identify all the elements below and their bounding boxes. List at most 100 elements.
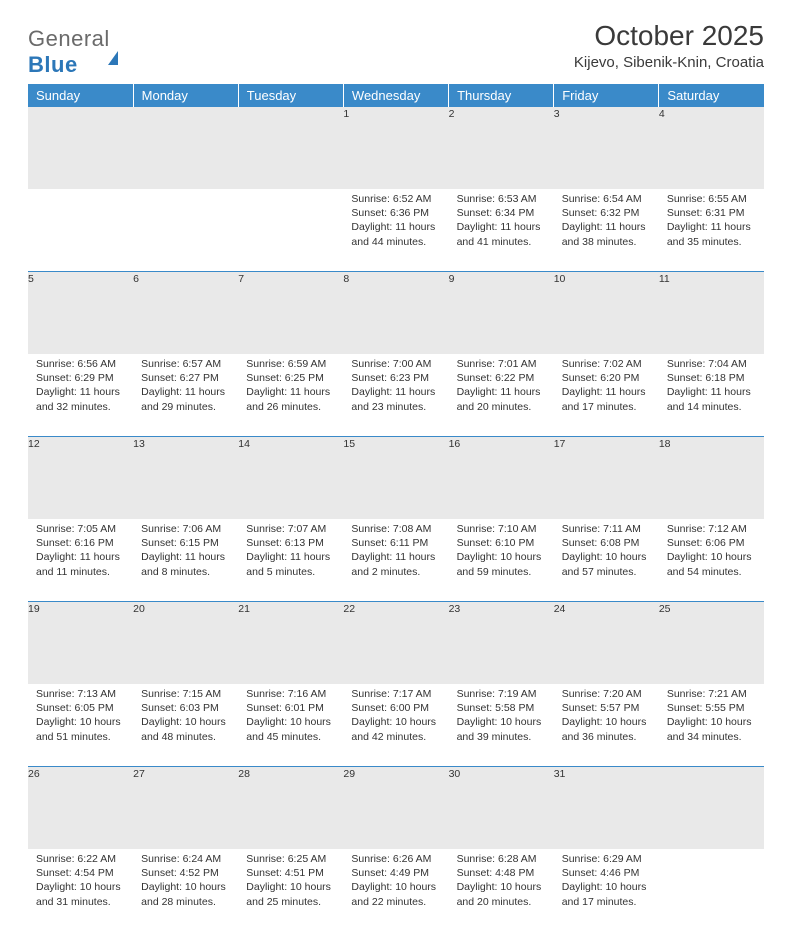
sunrise-text: Sunrise: 6:29 AM <box>562 852 651 866</box>
calendar-page: General Blue October 2025 Kijevo, Sibeni… <box>0 0 792 947</box>
sunrise-text: Sunrise: 7:02 AM <box>562 357 651 371</box>
sunset-text: Sunset: 6:16 PM <box>36 536 125 550</box>
daylight-text: Daylight: 11 hours <box>141 385 230 399</box>
day-info-cell: Sunrise: 7:21 AMSunset: 5:55 PMDaylight:… <box>659 684 764 767</box>
sunrise-text: Sunrise: 7:12 AM <box>667 522 756 536</box>
brand-left: General <box>28 26 110 51</box>
daylight-text: Daylight: 10 hours <box>667 550 756 564</box>
daylight-text: and 22 minutes. <box>351 895 440 909</box>
daylight-text: Daylight: 11 hours <box>562 385 651 399</box>
week-4-daynums: 19202122232425 <box>28 602 764 685</box>
daylight-text: and 59 minutes. <box>457 565 546 579</box>
week-1-daynums: 1234 <box>28 107 764 189</box>
week-3-daynums: 12131415161718 <box>28 437 764 520</box>
sunrise-text: Sunrise: 7:20 AM <box>562 687 651 701</box>
daylight-text: and 38 minutes. <box>562 235 651 249</box>
sunrise-text: Sunrise: 6:54 AM <box>562 192 651 206</box>
daylight-text: Daylight: 10 hours <box>351 715 440 729</box>
day-number-cell: 8 <box>343 272 448 355</box>
daylight-text: and 17 minutes. <box>562 400 651 414</box>
daylight-text: and 48 minutes. <box>141 730 230 744</box>
daylight-text: Daylight: 11 hours <box>667 220 756 234</box>
sunrise-text: Sunrise: 7:05 AM <box>36 522 125 536</box>
daylight-text: and 57 minutes. <box>562 565 651 579</box>
day-info-cell: Sunrise: 7:00 AMSunset: 6:23 PMDaylight:… <box>343 354 448 437</box>
day-number-cell: 14 <box>238 437 343 520</box>
sunset-text: Sunset: 4:54 PM <box>36 866 125 880</box>
week-5-daynums: 262728293031 <box>28 767 764 850</box>
day-info-cell: Sunrise: 7:11 AMSunset: 6:08 PMDaylight:… <box>554 519 659 602</box>
sunrise-text: Sunrise: 7:16 AM <box>246 687 335 701</box>
calendar-table: SundayMondayTuesdayWednesdayThursdayFrid… <box>28 84 764 931</box>
sunset-text: Sunset: 6:01 PM <box>246 701 335 715</box>
day-number-cell: 6 <box>133 272 238 355</box>
daylight-text: and 8 minutes. <box>141 565 230 579</box>
daylight-text: Daylight: 11 hours <box>457 220 546 234</box>
daylight-text: and 44 minutes. <box>351 235 440 249</box>
daylight-text: and 28 minutes. <box>141 895 230 909</box>
day-number-cell: 28 <box>238 767 343 850</box>
day-info-cell: Sunrise: 6:57 AMSunset: 6:27 PMDaylight:… <box>133 354 238 437</box>
sunset-text: Sunset: 6:22 PM <box>457 371 546 385</box>
day-info-cell: Sunrise: 7:10 AMSunset: 6:10 PMDaylight:… <box>449 519 554 602</box>
day-info-cell: Sunrise: 7:06 AMSunset: 6:15 PMDaylight:… <box>133 519 238 602</box>
sunrise-text: Sunrise: 6:55 AM <box>667 192 756 206</box>
day-number-cell: 23 <box>449 602 554 685</box>
week-5-info: Sunrise: 6:22 AMSunset: 4:54 PMDaylight:… <box>28 849 764 931</box>
sunset-text: Sunset: 6:03 PM <box>141 701 230 715</box>
daylight-text: and 5 minutes. <box>246 565 335 579</box>
brand-right: Blue <box>28 52 78 77</box>
day-number-cell: 26 <box>28 767 133 850</box>
title-block: October 2025 Kijevo, Sibenik-Knin, Croat… <box>574 20 764 75</box>
week-1-info: Sunrise: 6:52 AMSunset: 6:36 PMDaylight:… <box>28 189 764 272</box>
sunset-text: Sunset: 4:51 PM <box>246 866 335 880</box>
day-info-cell: Sunrise: 6:25 AMSunset: 4:51 PMDaylight:… <box>238 849 343 931</box>
daylight-text: and 36 minutes. <box>562 730 651 744</box>
sunrise-text: Sunrise: 7:21 AM <box>667 687 756 701</box>
weekday-thursday: Thursday <box>449 84 554 107</box>
day-number-cell: 7 <box>238 272 343 355</box>
daylight-text: Daylight: 11 hours <box>246 550 335 564</box>
location-text: Kijevo, Sibenik-Knin, Croatia <box>574 54 764 71</box>
calendar-body: 1234Sunrise: 6:52 AMSunset: 6:36 PMDayli… <box>28 107 764 931</box>
daylight-text: Daylight: 11 hours <box>351 220 440 234</box>
week-3-info: Sunrise: 7:05 AMSunset: 6:16 PM Daylight:… <box>28 519 764 602</box>
day-info-cell: Sunrise: 7:01 AMSunset: 6:22 PMDaylight:… <box>449 354 554 437</box>
daylight-text: and 14 minutes. <box>667 400 756 414</box>
sunrise-text: Sunrise: 7:00 AM <box>351 357 440 371</box>
day-info-cell: Sunrise: 6:26 AMSunset: 4:49 PMDaylight:… <box>343 849 448 931</box>
sunset-text: Sunset: 6:11 PM <box>351 536 440 550</box>
sunrise-text: Sunrise: 7:11 AM <box>562 522 651 536</box>
sunset-text: Sunset: 6:18 PM <box>667 371 756 385</box>
sunset-text: Sunset: 6:00 PM <box>351 701 440 715</box>
day-number-cell <box>28 107 133 189</box>
day-info-cell: Sunrise: 6:24 AMSunset: 4:52 PMDaylight:… <box>133 849 238 931</box>
day-info-cell: Sunrise: 7:16 AMSunset: 6:01 PMDaylight:… <box>238 684 343 767</box>
daylight-text: and 39 minutes. <box>457 730 546 744</box>
daylight-text: Daylight: 11 hours <box>36 385 125 399</box>
page-header: General Blue October 2025 Kijevo, Sibeni… <box>28 20 764 78</box>
daylight-text: and 31 minutes. <box>36 895 125 909</box>
day-number-cell: 12 <box>28 437 133 520</box>
day-info-cell: Sunrise: 6:53 AMSunset: 6:34 PMDaylight:… <box>449 189 554 272</box>
day-info-cell: Sunrise: 7:12 AMSunset: 6:06 PMDaylight:… <box>659 519 764 602</box>
day-number-cell: 9 <box>449 272 554 355</box>
daylight-text: Daylight: 10 hours <box>36 715 125 729</box>
sunrise-text: Sunrise: 6:53 AM <box>457 192 546 206</box>
daylight-text: Daylight: 10 hours <box>141 715 230 729</box>
day-info-cell <box>238 189 343 272</box>
day-info-cell: Sunrise: 7:08 AMSunset: 6:11 PMDaylight:… <box>343 519 448 602</box>
day-number-cell: 15 <box>343 437 448 520</box>
daylight-text: and 20 minutes. <box>457 400 546 414</box>
daylight-text: and 2 minutes. <box>351 565 440 579</box>
daylight-text: Daylight: 11 hours <box>141 550 230 564</box>
day-number-cell: 10 <box>554 272 659 355</box>
day-info-cell: Sunrise: 7:04 AMSunset: 6:18 PMDaylight:… <box>659 354 764 437</box>
weekday-header: SundayMondayTuesdayWednesdayThursdayFrid… <box>28 84 764 107</box>
sunset-text: Sunset: 6:36 PM <box>351 206 440 220</box>
day-number-cell: 30 <box>449 767 554 850</box>
day-info-cell: Sunrise: 7:02 AMSunset: 6:20 PMDaylight:… <box>554 354 659 437</box>
sunrise-text: Sunrise: 6:59 AM <box>246 357 335 371</box>
day-info-cell: Sunrise: 6:29 AMSunset: 4:46 PMDaylight:… <box>554 849 659 931</box>
day-number-cell: 19 <box>28 602 133 685</box>
